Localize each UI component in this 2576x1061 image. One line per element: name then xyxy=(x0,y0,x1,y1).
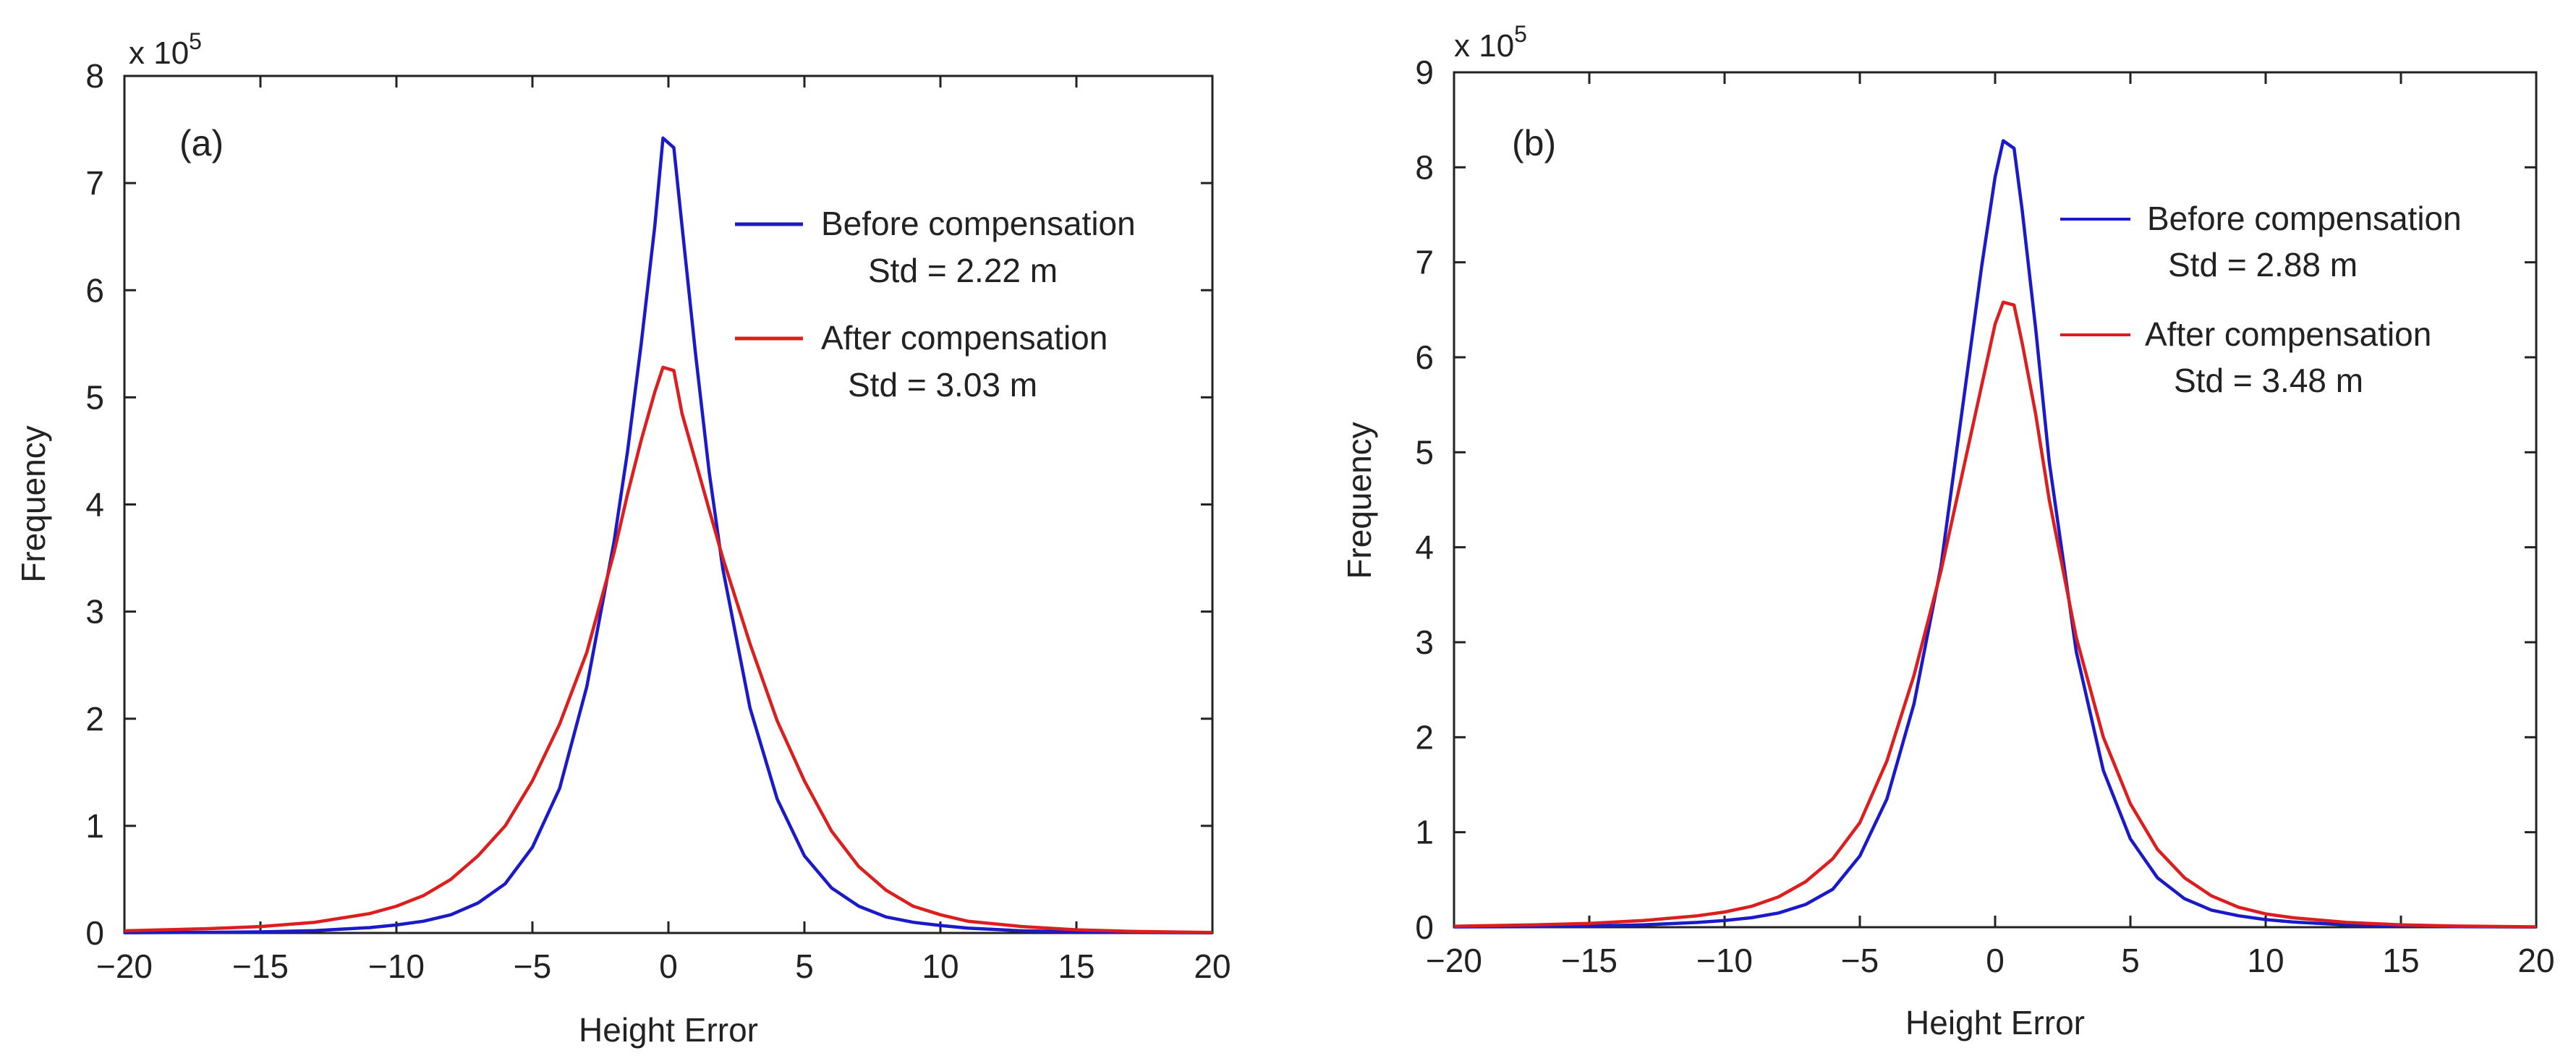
panel-label: (a) xyxy=(179,123,224,163)
y-multiplier-base: x 10 xyxy=(129,35,189,71)
series-line-after-compensation xyxy=(1453,300,2537,929)
y-tick-label: 3 xyxy=(85,593,104,631)
panel-b: −20 −15 −10 −5 0 5 10 15 20 0 1 2 3 4 5 6 7 8 9 Height Er… xyxy=(1340,21,2555,1041)
y-axis-label: Frequency xyxy=(14,425,52,582)
x-tick-label: −5 xyxy=(514,947,551,985)
y-ticks: 0 1 2 3 4 5 6 7 8 xyxy=(85,57,1212,952)
x-tick-label: 0 xyxy=(659,947,678,985)
y-tick-label: 7 xyxy=(1415,244,1434,281)
legend-std-after: Std = 3.03 m xyxy=(848,366,1037,404)
y-tick-label: 8 xyxy=(85,57,104,95)
x-tick-label: 15 xyxy=(1058,947,1094,985)
legend-std-after: Std = 3.48 m xyxy=(2174,362,2363,399)
legend-std-before: Std = 2.22 m xyxy=(868,252,1058,289)
x-axis-label: Height Error xyxy=(579,1011,758,1049)
series-lines xyxy=(124,136,1213,934)
x-tick-label: −10 xyxy=(1696,942,1753,979)
legend: Before compensation Std = 2.22 m After c… xyxy=(735,205,1136,404)
series-line-before-compensation xyxy=(124,136,1213,934)
series-lines xyxy=(1453,139,2537,929)
y-tick-label: 2 xyxy=(85,700,104,738)
y-tick-label: 4 xyxy=(85,486,104,524)
x-tick-label: −10 xyxy=(368,947,425,985)
x-ticks: −20 −15 −10 −5 0 5 10 15 20 xyxy=(96,76,1231,985)
y-tick-label: 0 xyxy=(1415,908,1434,946)
y-tick-label: 2 xyxy=(1415,718,1434,756)
y-tick-label: 4 xyxy=(1415,529,1434,566)
x-tick-label: 10 xyxy=(2247,942,2284,979)
series-line-after-compensation xyxy=(124,365,1213,934)
x-tick-label: −15 xyxy=(232,947,289,985)
legend: Before compensation Std = 2.88 m After c… xyxy=(2060,200,2462,399)
y-tick-label: 1 xyxy=(85,807,104,845)
y-multiplier-exponent: 5 xyxy=(189,28,202,54)
y-tick-label: 5 xyxy=(1415,433,1434,471)
x-tick-label: −15 xyxy=(1561,942,1618,979)
y-axis-label: Frequency xyxy=(1340,422,1378,579)
y-tick-label: 8 xyxy=(1415,148,1434,186)
x-tick-label: 20 xyxy=(1194,947,1230,985)
legend-label-after: After compensation xyxy=(821,319,1108,357)
x-axis-label: Height Error xyxy=(1905,1004,2085,1041)
legend-label-before: Before compensation xyxy=(2147,200,2462,237)
y-multiplier: x 105 xyxy=(1454,21,1527,64)
y-tick-label: 9 xyxy=(1415,54,1434,91)
x-tick-label: 10 xyxy=(922,947,958,985)
y-tick-label: 6 xyxy=(85,271,104,309)
y-multiplier-base: x 10 xyxy=(1454,28,1514,64)
y-tick-label: 5 xyxy=(85,378,104,416)
x-tick-label: 0 xyxy=(1986,942,2005,979)
y-ticks: 0 1 2 3 4 5 6 7 8 9 xyxy=(1415,54,2536,946)
y-tick-label: 1 xyxy=(1415,814,1434,851)
panel-a: −20 −15 −10 −5 0 5 10 15 20 0 1 2 3 4 5 6 7 8 Height Err… xyxy=(14,28,1231,1049)
y-tick-label: 7 xyxy=(85,164,104,202)
x-tick-label: 20 xyxy=(2517,942,2554,979)
y-tick-label: 6 xyxy=(1415,338,1434,376)
x-tick-label: −20 xyxy=(1426,942,1482,979)
x-tick-label: 5 xyxy=(2121,942,2140,979)
x-ticks: −20 −15 −10 −5 0 5 10 15 20 xyxy=(1426,72,2555,979)
y-multiplier-exponent: 5 xyxy=(1514,21,1527,47)
legend-std-before: Std = 2.88 m xyxy=(2168,246,2358,284)
legend-label-after: After compensation xyxy=(2145,315,2431,353)
x-tick-label: 15 xyxy=(2382,942,2419,979)
panel-label: (b) xyxy=(1512,123,1556,163)
y-multiplier: x 105 xyxy=(129,28,202,71)
series-line-before-compensation xyxy=(1453,139,2537,929)
y-tick-label: 0 xyxy=(85,914,104,952)
legend-label-before: Before compensation xyxy=(821,205,1136,242)
y-tick-label: 3 xyxy=(1415,623,1434,661)
x-tick-label: −5 xyxy=(1841,942,1879,979)
x-tick-label: 5 xyxy=(795,947,814,985)
x-tick-label: −20 xyxy=(96,947,153,985)
